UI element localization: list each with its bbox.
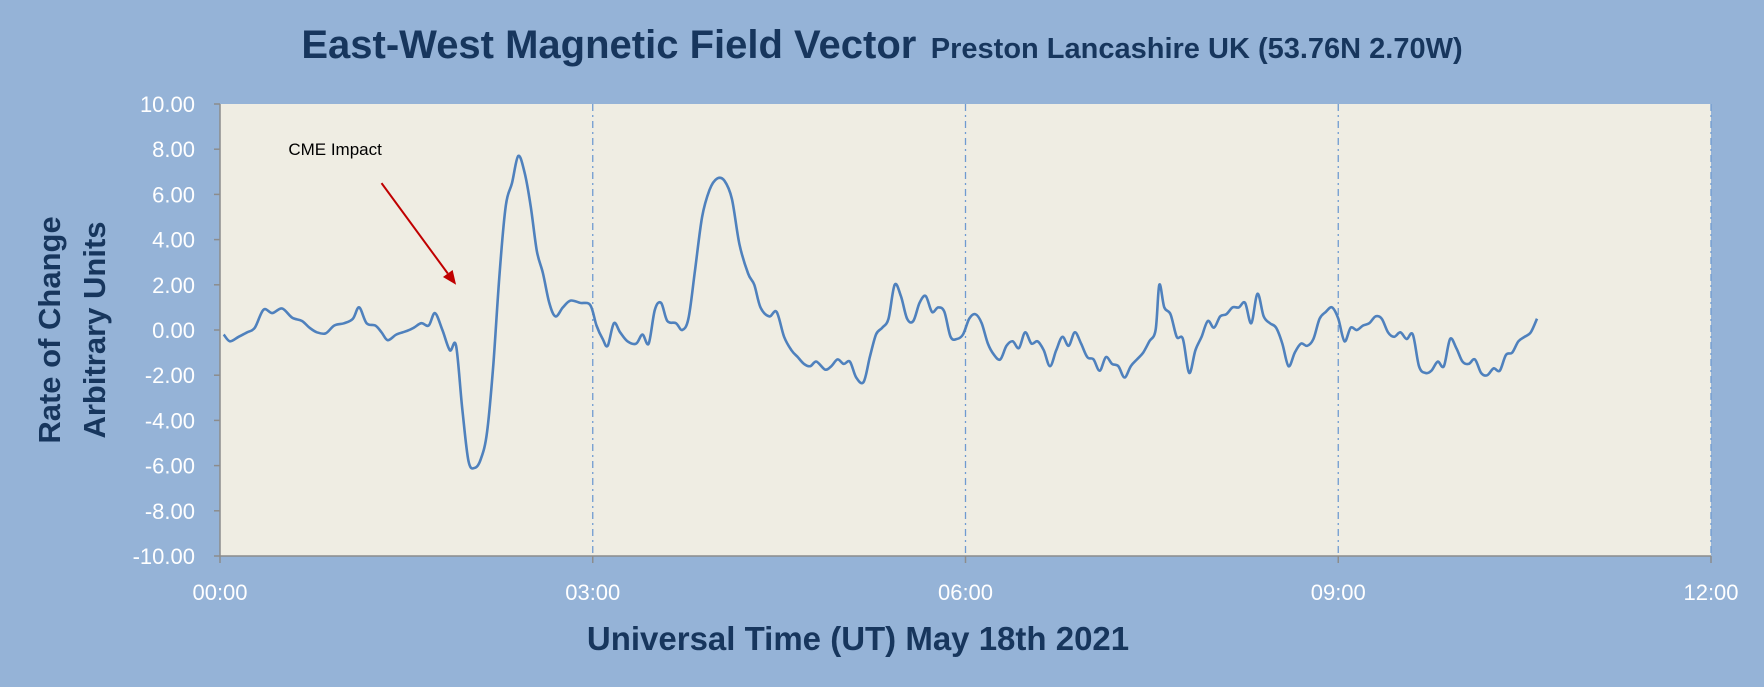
chart-title: East-West Magnetic Field Vector [301,23,916,67]
y-tick-label: -8.00 [145,499,195,524]
annotation-arrowhead [442,269,457,285]
y-tick-label: -4.00 [145,408,195,433]
y-axis-title-line2: Arbitrary Units [77,221,112,438]
chart-title-group: East-West Magnetic Field Vector Preston … [301,23,1462,67]
y-tick-label: -10.00 [133,544,195,569]
y-tick-label: 4.00 [152,228,195,253]
annotation-layer: CME Impact [288,140,457,285]
y-tick-label: -2.00 [145,363,195,388]
y-tick-label: 8.00 [152,137,195,162]
y-tick-label: 10.00 [140,92,195,117]
x-tick-label: 09:00 [1311,580,1366,605]
x-tick-label: 06:00 [938,580,993,605]
series-layer [222,154,1539,470]
x-tick-label: 03:00 [565,580,620,605]
series-line-0 [222,154,1539,470]
y-tick-label: 0.00 [152,318,195,343]
tick-labels: 10.00 8.00 6.00 4.00 2.00 0.00 -2.00 -4.00 -6.00… [133,92,1739,605]
y-axis-title-line1: Rate of Change [32,216,67,443]
annotation-arrow [380,182,449,275]
y-tick-label: 2.00 [152,273,195,298]
y-tick-label: 6.00 [152,182,195,207]
y-tick-label: -6.00 [145,454,195,479]
x-tick-label: 00:00 [192,580,247,605]
x-tick-label: 12:00 [1683,580,1738,605]
annotation-cme-impact: CME Impact [288,140,382,159]
x-axis-title: Universal Time (UT) May 18th 2021 [587,620,1129,657]
chart-subtitle: Preston Lancashire UK (53.76N 2.70W) [931,33,1463,65]
